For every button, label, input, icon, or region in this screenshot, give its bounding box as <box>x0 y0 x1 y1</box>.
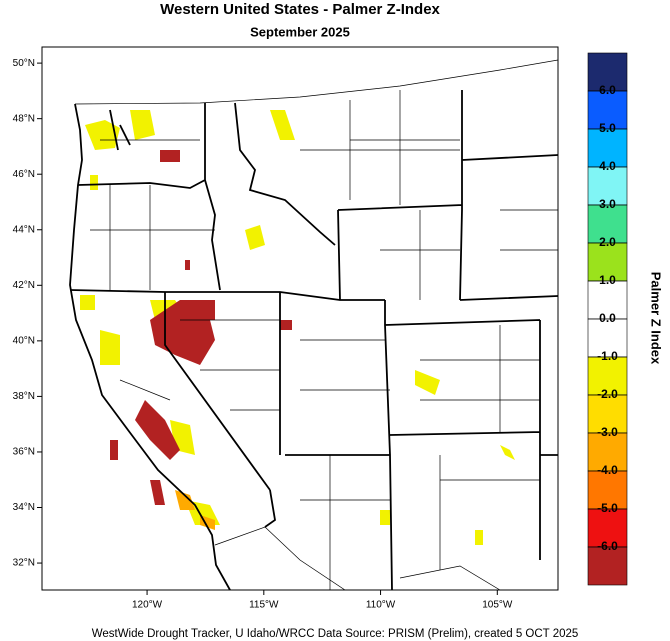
colorbar-bin <box>587 546 628 586</box>
lon-tick-label: 110°W <box>366 600 396 611</box>
coastline <box>69 103 231 590</box>
colorbar-label: Palmer Z Index <box>649 272 664 365</box>
colorbar-bin <box>587 470 628 510</box>
colorbar-bin <box>587 280 628 320</box>
colorbar-bin <box>587 128 628 168</box>
colorbar-tick-label: -3.0 <box>597 425 618 439</box>
colorbar-tick-label: 1.0 <box>599 273 616 287</box>
title: Western United States - Palmer Z-Index <box>160 1 440 18</box>
lat-tick-label: 44°N <box>13 224 35 235</box>
colorbar-bin <box>587 432 628 472</box>
lon-tick-label: 105°W <box>482 600 513 611</box>
colorbar-bin <box>587 166 628 206</box>
lon-tick-label: 115°W <box>249 600 279 611</box>
lat-tick-label: 46°N <box>13 169 35 180</box>
lat-tick-label: 50°N <box>13 58 35 69</box>
map <box>69 59 558 590</box>
colorbar-bin <box>587 356 628 396</box>
drought-areas <box>80 110 515 545</box>
colorbar-tick-label: -1.0 <box>597 349 618 363</box>
colorbar-bin <box>587 318 628 358</box>
map-frame <box>41 46 559 591</box>
lat-tick-label: 36°N <box>13 447 35 458</box>
lon-tick-label: 120°W <box>132 600 163 611</box>
colorbar-tick-label: -2.0 <box>597 387 618 401</box>
lat-tick-label: 32°N <box>13 558 35 569</box>
lat-tick-label: 40°N <box>13 335 35 346</box>
colorbar-tick-label: 0.0 <box>599 311 616 325</box>
lat-tick-label: 34°N <box>13 502 35 513</box>
colorbar-bin <box>587 394 628 434</box>
colorbar-tick-label: 4.0 <box>599 159 616 173</box>
colorbar-tick-label: 5.0 <box>599 121 616 135</box>
colorbar-tick-label: 2.0 <box>599 235 616 249</box>
footer: WestWide Drought Tracker, U Idaho/WRCC D… <box>92 628 579 640</box>
lat-tick-label: 38°N <box>13 391 35 402</box>
colorbar-tick-label: -4.0 <box>597 463 618 477</box>
colorbar-bin <box>587 508 628 548</box>
colorbar-bin <box>587 242 628 282</box>
colorbar-tick-label: 3.0 <box>599 197 616 211</box>
colorbar-tick-label: -5.0 <box>597 501 618 515</box>
colorbar-tick-label: 6.0 <box>599 83 616 97</box>
colorbar-bin <box>587 52 628 92</box>
colorbar-bin <box>587 90 628 130</box>
lat-tick-label: 48°N <box>13 113 35 124</box>
subtitle: September 2025 <box>250 24 350 39</box>
colorbar-tick-label: -6.0 <box>597 539 618 553</box>
county-lines <box>90 90 558 590</box>
state-borders <box>69 90 558 590</box>
lat-tick-label: 42°N <box>13 280 35 291</box>
